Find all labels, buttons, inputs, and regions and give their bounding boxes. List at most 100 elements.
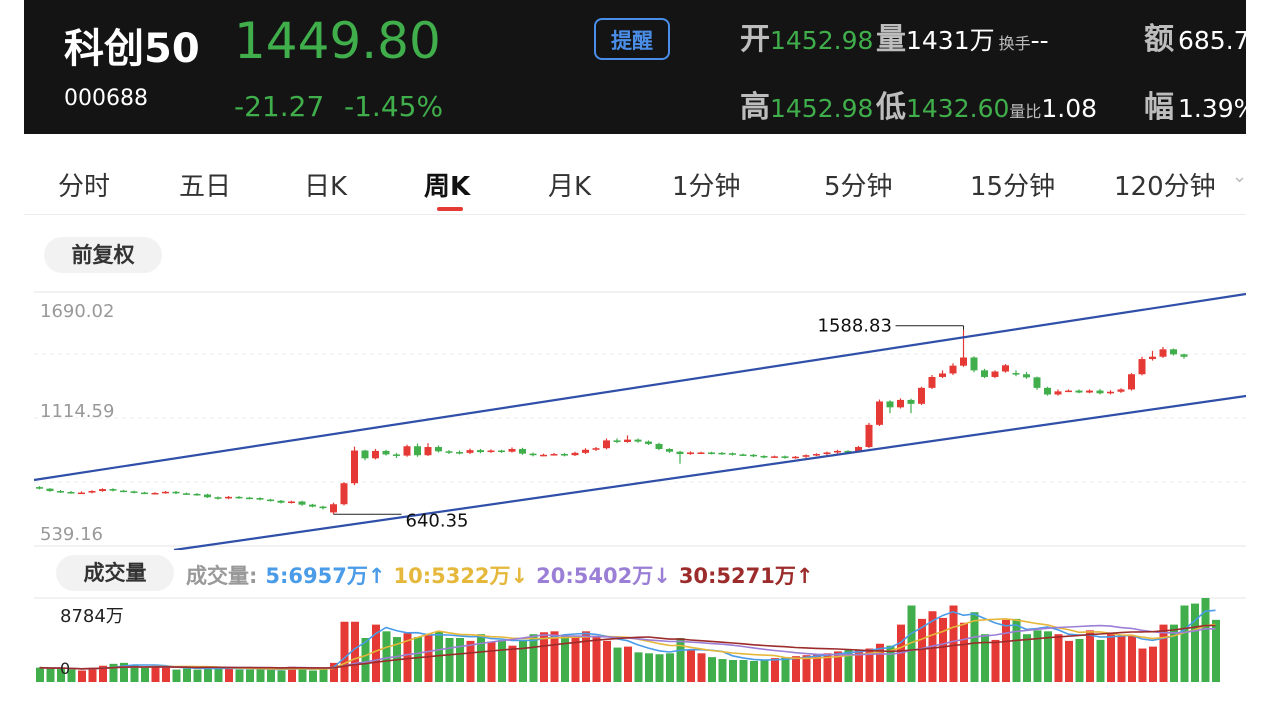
volume-bar (718, 659, 727, 682)
volume-bar (960, 622, 968, 682)
candlestick-chart[interactable]: 1690.02 1114.59 539.16 1588.83 640.35 (24, 288, 1246, 550)
price-change: -21.27 (234, 90, 325, 123)
volume-bar (907, 605, 916, 682)
volume-bar (1044, 631, 1052, 682)
volume-ma30-line (39, 624, 1216, 670)
volume-bar (403, 633, 412, 682)
active-tab-indicator (437, 207, 463, 211)
volume-bar (498, 639, 506, 682)
candle (582, 448, 589, 455)
candle (655, 442, 663, 451)
volume-bar (750, 660, 758, 682)
tab-5-min[interactable]: 5分钟 (824, 172, 893, 202)
volume-bar (582, 631, 590, 682)
candle (183, 492, 190, 495)
tab-monthly-k[interactable]: 月K (548, 172, 592, 202)
candle (120, 489, 127, 493)
candle (340, 482, 348, 506)
volume-bar (540, 632, 548, 682)
high-price-label: 1588.83 (818, 316, 892, 337)
candle (424, 443, 432, 456)
candle (1170, 348, 1177, 356)
tab-intraday[interactable]: 分时 (58, 172, 111, 202)
candle (435, 445, 442, 453)
volume-bar (1180, 605, 1189, 682)
tab-15-min[interactable]: 15分钟 (970, 172, 1056, 202)
candle (267, 498, 274, 502)
volume-bar (214, 667, 223, 682)
stat-open-value: 1452.98 (770, 26, 874, 55)
candle (445, 450, 453, 455)
candle (172, 491, 180, 495)
stat-vol-ratio-label: 量比 (1009, 102, 1042, 121)
candle (235, 496, 243, 499)
candle (361, 449, 369, 461)
volume-bar (130, 664, 139, 682)
candle (298, 500, 306, 506)
candle (414, 443, 421, 457)
period-tabs: 分时 五日 日K 周K 月K 1分钟 5分钟 15分钟 120分钟 (24, 150, 1246, 214)
candle (529, 452, 537, 457)
candle (750, 454, 757, 458)
price-change-percent: -1.45% (344, 90, 444, 123)
adjust-mode-button[interactable]: 前复权 (44, 237, 162, 273)
volume-bar (876, 643, 884, 682)
volume-axis-top: 8784万 (60, 606, 124, 627)
candle (1065, 389, 1072, 393)
tab-120-min[interactable]: 120分钟 (1114, 172, 1216, 202)
volume-bar (687, 649, 695, 682)
volume-bar (550, 631, 559, 682)
candle (277, 499, 285, 504)
candle (781, 455, 789, 459)
tab-1-min[interactable]: 1分钟 (672, 172, 741, 202)
volume-bar (1096, 639, 1105, 682)
volume-bar (1201, 598, 1210, 682)
stat-low: 低1432.60量比1.08 (876, 82, 1097, 126)
quote-header: 科创50 000688 1449.80 -21.27 -1.45% 提醒 开14… (24, 0, 1246, 134)
candle (288, 500, 295, 504)
tab-weekly-k[interactable]: 周K (424, 172, 471, 202)
candle (1086, 389, 1093, 394)
candle (130, 490, 138, 494)
candle (865, 422, 873, 449)
volume-bar (36, 667, 44, 682)
stat-amplitude-value: 1.39% (1178, 94, 1246, 123)
volume-bar (760, 660, 769, 682)
volume-bar (424, 635, 433, 682)
stat-low-value: 1432.60 (906, 94, 1010, 123)
volume-bar (676, 638, 685, 682)
volume-bar (330, 662, 338, 682)
candle (603, 438, 610, 450)
candle (624, 435, 631, 443)
candle (939, 370, 946, 379)
high-price-marker: 1588.83 (818, 316, 964, 337)
volume-bar (298, 668, 307, 682)
candle (330, 502, 337, 515)
volume-bar (204, 666, 212, 682)
stat-open: 开1452.98 (740, 14, 873, 58)
volume-bar (708, 657, 716, 682)
stat-volume-value: 1431万 (906, 26, 995, 55)
tab-five-day[interactable]: 五日 (179, 172, 232, 202)
stock-page: 科创50 000688 1449.80 -21.27 -1.45% 提醒 开14… (24, 0, 1246, 715)
candle (634, 438, 642, 443)
candle (949, 363, 957, 376)
volume-indicator-button[interactable]: 成交量 (56, 555, 174, 591)
candle (109, 488, 117, 492)
candle (1012, 370, 1020, 377)
volume-chart[interactable]: 8784万 0 (24, 596, 1246, 686)
volume-bar (561, 635, 569, 682)
chevron-down-icon[interactable]: ⌄ (1232, 166, 1246, 187)
volume-bar (519, 640, 527, 682)
volume-legend-prefix: 成交量: (186, 564, 258, 588)
volume-bar (466, 640, 475, 682)
volume-bar (1033, 630, 1042, 682)
candle (802, 454, 810, 458)
alert-button[interactable]: 提醒 (594, 18, 670, 60)
candle (508, 447, 516, 453)
volume-bar (1054, 634, 1063, 682)
candle (519, 447, 526, 455)
volume-bar (886, 645, 895, 682)
tab-daily-k[interactable]: 日K (304, 172, 348, 202)
volume-bar (666, 653, 674, 682)
